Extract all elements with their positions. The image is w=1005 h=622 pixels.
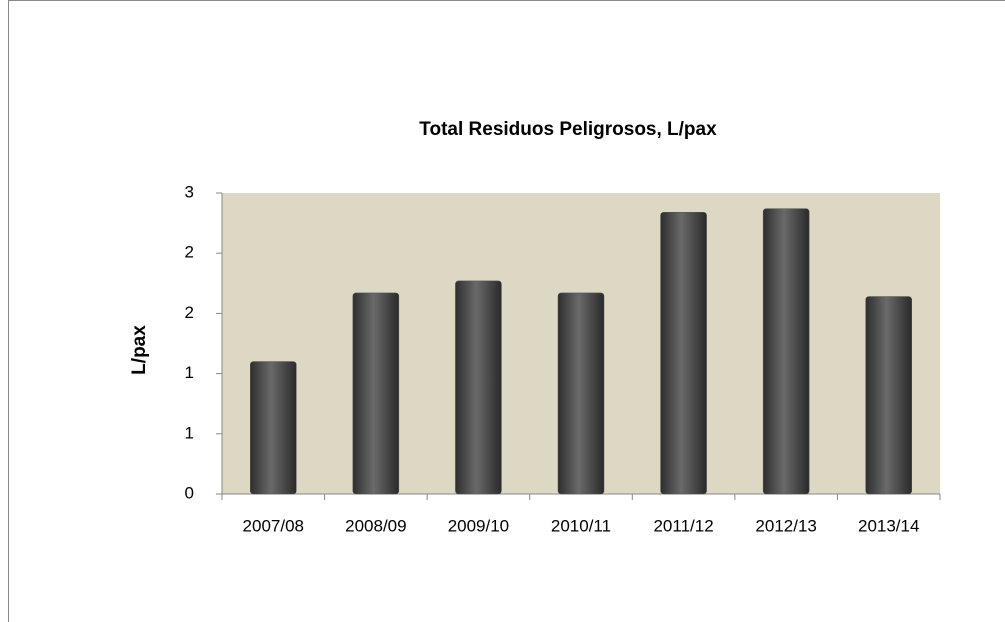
y-tick-label: 3 [185,182,194,201]
y-tick-label: 0 [185,483,194,502]
y-tick-label: 2 [185,243,194,262]
bar [865,296,912,495]
y-tick-label: 2 [185,303,194,322]
bar [762,208,810,495]
chart-title: Total Residuos Peligrosos, L/pax [419,119,717,140]
bar [557,292,605,495]
x-tick-label: 2010/11 [551,516,611,535]
bar [455,280,502,495]
x-tick-label: 2007/08 [243,516,304,535]
bar [352,292,400,495]
x-tick-label: 2011/12 [653,516,713,535]
x-tick-label: 2009/10 [448,516,509,535]
bar [660,212,707,495]
x-tick-label: 2012/13 [755,516,816,535]
x-tick-label: 2013/14 [858,516,919,535]
y-tick-label: 1 [185,423,194,442]
bar [250,361,297,495]
x-tick-label: 2008/09 [345,516,406,535]
y-tick-label: 1 [185,363,194,382]
y-axis-title: L/pax [129,325,150,375]
